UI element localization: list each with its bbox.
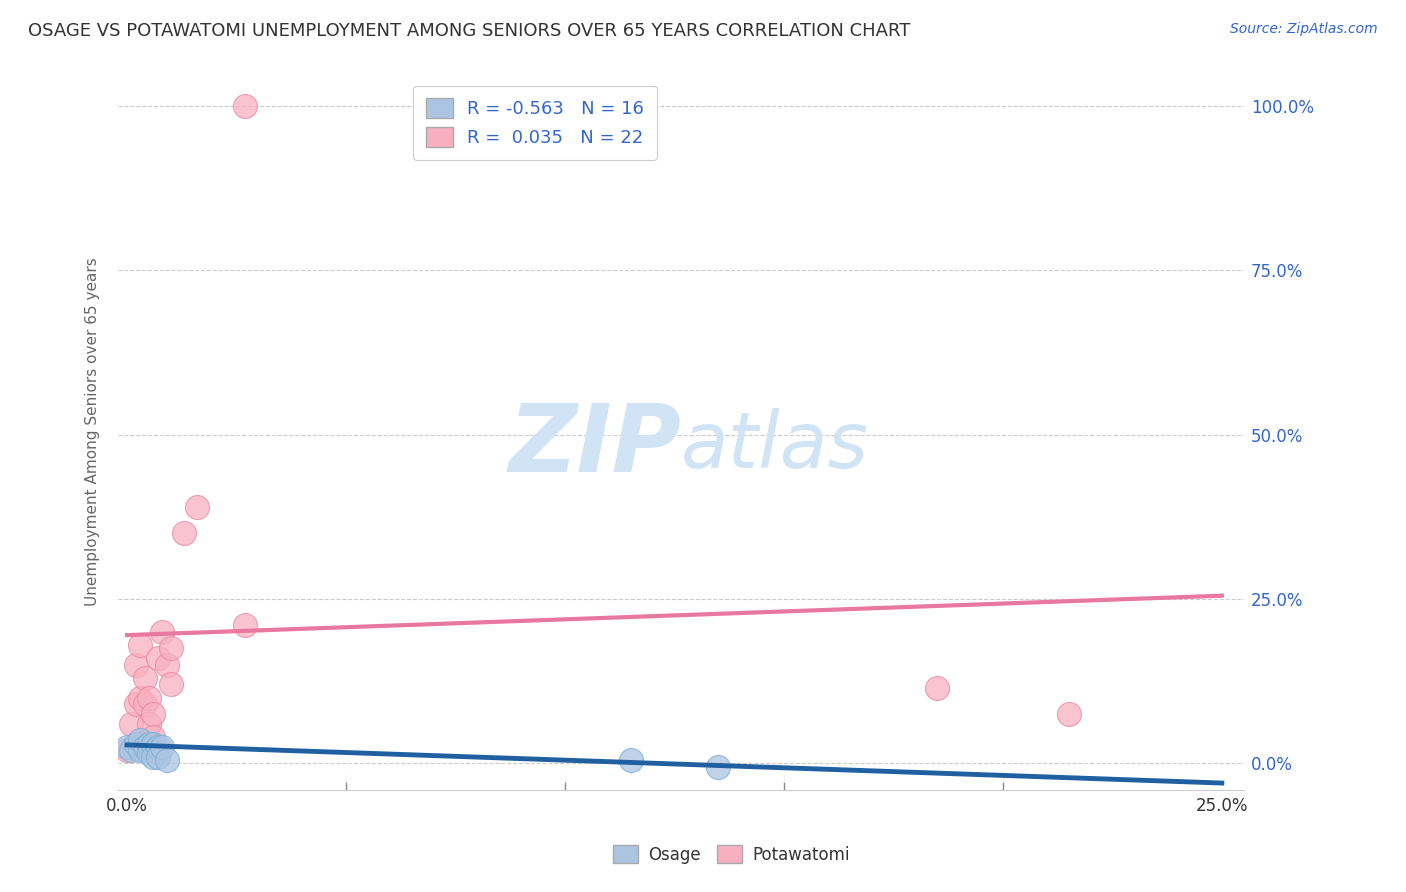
Point bbox=[160, 641, 183, 656]
Point bbox=[138, 747, 160, 761]
Point bbox=[129, 690, 152, 705]
Point bbox=[134, 671, 156, 685]
Point bbox=[138, 690, 160, 705]
Point bbox=[115, 743, 138, 757]
Point bbox=[146, 749, 169, 764]
Point bbox=[129, 638, 152, 652]
Point bbox=[233, 99, 256, 113]
Point bbox=[707, 759, 730, 773]
Point bbox=[129, 743, 152, 757]
Point bbox=[142, 737, 165, 751]
Point bbox=[173, 526, 195, 541]
Point bbox=[125, 697, 148, 711]
Text: Source: ZipAtlas.com: Source: ZipAtlas.com bbox=[1230, 22, 1378, 37]
Text: OSAGE VS POTAWATOMI UNEMPLOYMENT AMONG SENIORS OVER 65 YEARS CORRELATION CHART: OSAGE VS POTAWATOMI UNEMPLOYMENT AMONG S… bbox=[28, 22, 911, 40]
Point bbox=[121, 717, 143, 731]
Point bbox=[233, 618, 256, 632]
Point bbox=[129, 733, 152, 747]
Y-axis label: Unemployment Among Seniors over 65 years: Unemployment Among Seniors over 65 years bbox=[86, 257, 100, 606]
Point bbox=[138, 717, 160, 731]
Point bbox=[142, 706, 165, 721]
Point bbox=[155, 753, 177, 767]
Point bbox=[146, 739, 169, 754]
Legend: Osage, Potawatomi: Osage, Potawatomi bbox=[606, 838, 856, 871]
Text: ZIP: ZIP bbox=[508, 400, 681, 491]
Point bbox=[927, 681, 949, 695]
Point bbox=[186, 500, 208, 514]
Point bbox=[150, 624, 173, 639]
Point bbox=[155, 657, 177, 672]
Legend: R = -0.563   N = 16, R =  0.035   N = 22: R = -0.563 N = 16, R = 0.035 N = 22 bbox=[413, 86, 657, 160]
Point bbox=[125, 737, 148, 751]
Point bbox=[115, 739, 138, 754]
Point bbox=[142, 749, 165, 764]
Point bbox=[125, 657, 148, 672]
Point bbox=[150, 739, 173, 754]
Point bbox=[134, 697, 156, 711]
Point bbox=[160, 677, 183, 691]
Text: atlas: atlas bbox=[681, 408, 869, 483]
Point bbox=[134, 739, 156, 754]
Point bbox=[146, 651, 169, 665]
Point bbox=[121, 743, 143, 757]
Point bbox=[620, 753, 643, 767]
Point bbox=[1057, 706, 1080, 721]
Point bbox=[138, 737, 160, 751]
Point bbox=[142, 730, 165, 744]
